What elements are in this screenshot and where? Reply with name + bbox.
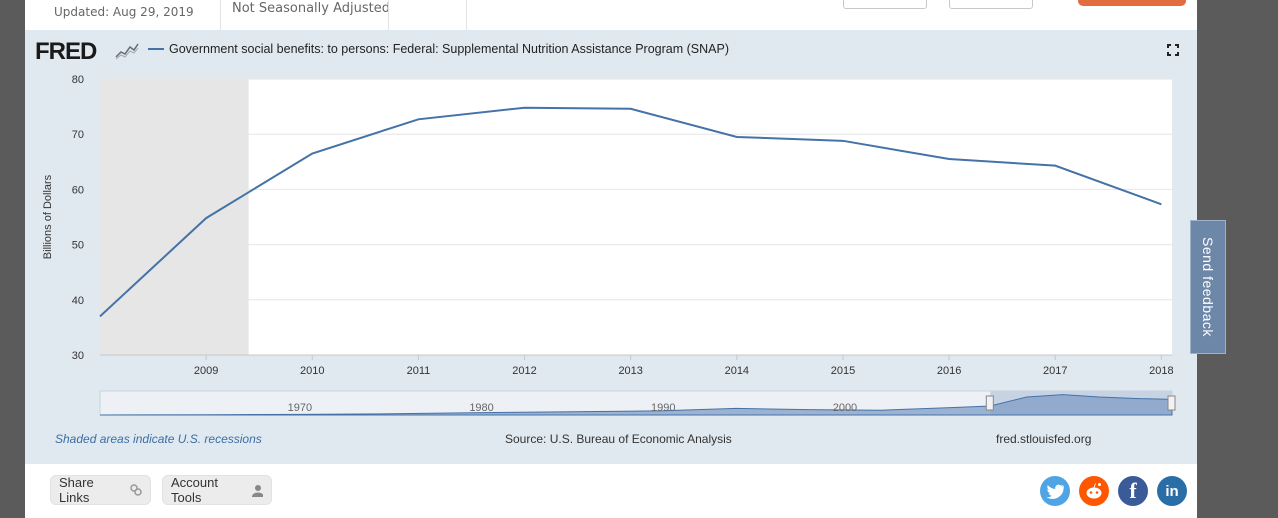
- link-icon: [130, 484, 142, 496]
- x-tick-label: 2011: [407, 365, 431, 377]
- legend: Government social benefits: to persons: …: [148, 42, 729, 56]
- reddit-share-button[interactable]: [1079, 476, 1109, 506]
- updated-date: Updated: Aug 29, 2019: [54, 5, 194, 19]
- bottom-toolbar: Share Links Account Tools: [25, 464, 1197, 518]
- share-links-button[interactable]: Share Links: [50, 475, 151, 505]
- navigator-series: [99, 394, 1173, 416]
- twitter-share-button[interactable]: [1040, 476, 1070, 506]
- x-tick-label: 2009: [194, 365, 218, 377]
- fullscreen-icon[interactable]: [1167, 44, 1179, 56]
- y-axis-label: Billions of Dollars: [42, 174, 54, 259]
- facebook-icon: f: [1129, 478, 1137, 503]
- account-tools-button[interactable]: Account Tools: [162, 475, 272, 505]
- y-tick-label: 80: [72, 74, 84, 86]
- series-meta-row: Updated: Aug 29, 2019 Not Seasonally Adj…: [25, 0, 1197, 30]
- send-feedback-tab[interactable]: Send feedback: [1190, 220, 1226, 354]
- legend-swatch: [148, 48, 164, 50]
- navigator-label: 1980: [469, 402, 493, 414]
- line-chart: 30 40 50 60 70 80 2009 2010 2011 2012 2013 2014 2015…: [42, 74, 1176, 416]
- divider: [220, 0, 221, 30]
- divider: [466, 0, 467, 30]
- navigator-label: 1990: [651, 402, 675, 414]
- y-tick-label: 60: [72, 184, 84, 196]
- x-tick-label: 2010: [300, 365, 324, 377]
- plot-area: [100, 79, 1172, 355]
- divider: [388, 0, 389, 30]
- download-button-partial[interactable]: [1078, 0, 1186, 6]
- linkedin-share-button[interactable]: in: [1157, 476, 1187, 506]
- recession-note[interactable]: Shaded areas indicate U.S. recessions: [55, 432, 262, 446]
- share-links-label: Share Links: [59, 475, 94, 505]
- y-tick-label: 70: [72, 129, 84, 141]
- navigator-handle[interactable]: [1167, 395, 1176, 411]
- source-text: Source: U.S. Bureau of Economic Analysis: [505, 432, 732, 446]
- fred-logo: FRED: [35, 38, 97, 65]
- facebook-share-button[interactable]: f: [1118, 476, 1148, 506]
- y-tick-label: 50: [72, 240, 84, 252]
- x-tick-label: 2014: [725, 365, 749, 377]
- x-tick-label: 2017: [1043, 365, 1067, 377]
- reddit-icon: [1086, 483, 1102, 499]
- x-tick-label: 2012: [512, 365, 536, 377]
- graph-panel: FRED Government social benefits: to pers…: [25, 30, 1197, 464]
- legend-label: Government social benefits: to persons: …: [169, 42, 729, 56]
- x-tick-label: 2016: [937, 365, 961, 377]
- x-tick-label: 2015: [831, 365, 855, 377]
- recession-band: [100, 79, 249, 355]
- navigator-handle[interactable]: [985, 395, 994, 411]
- account-tools-label: Account Tools: [171, 475, 218, 505]
- site-link[interactable]: fred.stlouisfed.org: [996, 432, 1092, 446]
- toolbar-button-partial[interactable]: [949, 0, 1033, 9]
- linkedin-icon: in: [1165, 482, 1179, 500]
- y-tick-label: 40: [72, 295, 84, 307]
- x-tick-label: 2013: [618, 365, 642, 377]
- y-tick-label: 30: [72, 350, 84, 362]
- send-feedback-label: Send feedback: [1200, 237, 1216, 337]
- seasonal-adjustment: Not Seasonally Adjusted: [232, 1, 390, 16]
- x-tick-label: 2018: [1149, 365, 1173, 377]
- fred-logo-chart-icon: [115, 42, 139, 60]
- user-icon: [251, 484, 263, 497]
- page: Updated: Aug 29, 2019 Not Seasonally Adj…: [25, 0, 1197, 518]
- toolbar-button-partial[interactable]: [843, 0, 927, 9]
- navigator-label: 1970: [288, 402, 312, 414]
- twitter-icon: [1046, 484, 1064, 499]
- navigator-label: 2000: [833, 402, 857, 414]
